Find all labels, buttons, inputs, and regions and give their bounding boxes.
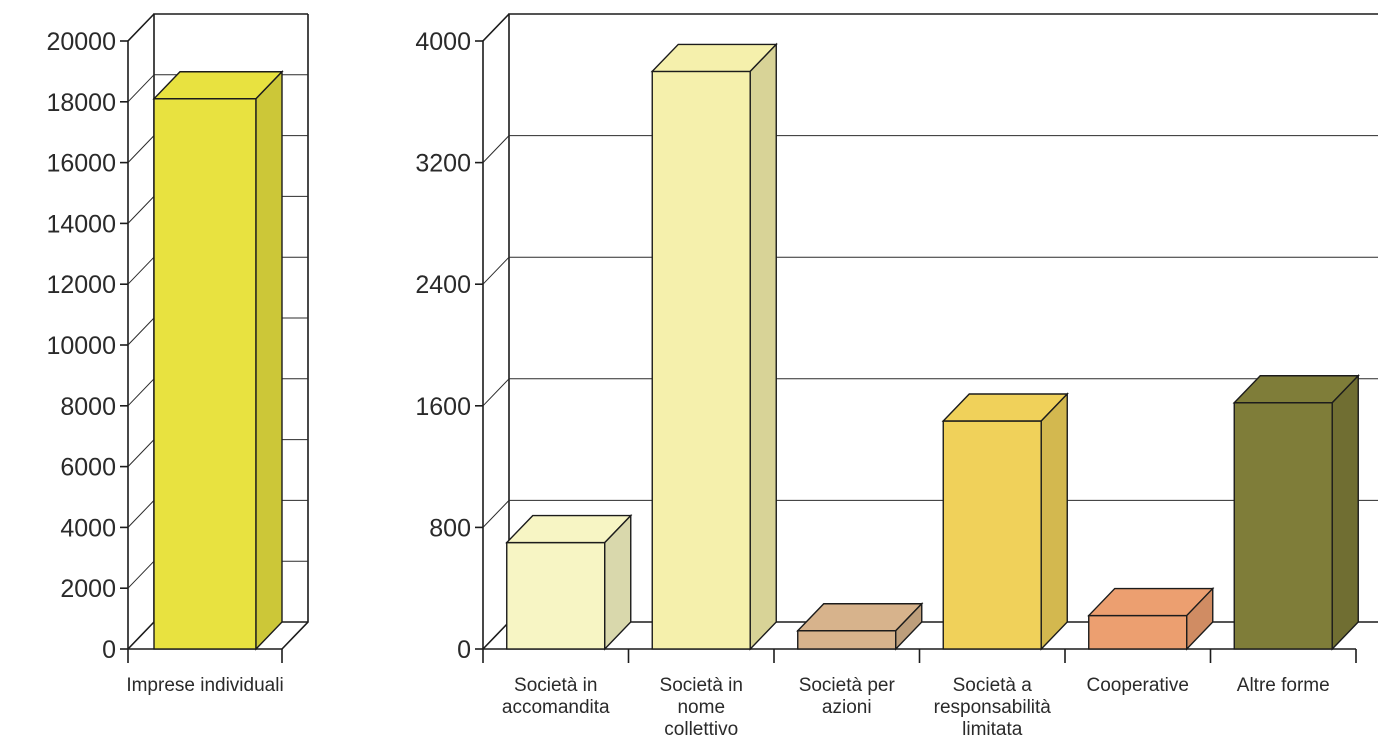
gridline-side: [127, 196, 155, 224]
y-tick-label: 0: [102, 636, 116, 664]
gridline-side: [127, 135, 155, 163]
x-category-label: accomandita: [502, 697, 610, 718]
gridline-side: [482, 135, 510, 163]
bar: [941, 392, 1069, 651]
x-category-label: nome: [677, 697, 725, 718]
y-tick-label: 8000: [60, 393, 116, 421]
bar-front: [651, 70, 751, 650]
bar-front: [942, 420, 1042, 650]
y-tick-label: 2000: [60, 575, 116, 603]
right-wall-edge: [281, 14, 309, 650]
bar-front: [797, 630, 897, 650]
chart-imprese-individuali: 0 2000 4000 6000 8000 10000 12000 14000 16000 180…: [46, 13, 309, 696]
x-category-label: Società per: [799, 675, 896, 696]
x-category-label: Altre forme: [1237, 675, 1330, 696]
bar: [152, 70, 284, 651]
bar: [1087, 586, 1215, 651]
x-category-label: limitata: [962, 719, 1023, 740]
x-category-label: responsabilità: [934, 697, 1052, 718]
y-tick-label: 3200: [415, 150, 471, 178]
gridline-side: [127, 74, 155, 103]
bar-front: [506, 541, 606, 650]
gridline-side: [482, 256, 510, 285]
y-tick-label: 16000: [46, 150, 116, 178]
gridline-side: [127, 439, 155, 467]
bar-front: [153, 98, 257, 650]
y-tick-label: 0: [457, 636, 471, 664]
x-category-label: azioni: [822, 697, 872, 718]
bar-front: [1233, 402, 1333, 650]
x-category-label: Cooperative: [1087, 675, 1189, 696]
bar-side: [1331, 374, 1359, 651]
bar: [1232, 374, 1360, 651]
x-category-label: Società in: [660, 675, 743, 696]
gridline-side: [127, 378, 155, 407]
side-wall-edge: [482, 13, 510, 649]
bar: [650, 42, 778, 651]
bar-side: [749, 42, 777, 651]
x-category-label: Società a: [953, 675, 1033, 696]
y-tick-label: 2400: [415, 271, 471, 299]
gridline-side: [482, 500, 510, 528]
y-tick-label: 4000: [60, 514, 116, 542]
x-category-label: Società in: [514, 675, 597, 696]
y-tick-label: 12000: [46, 271, 116, 299]
bar-front: [1088, 614, 1188, 650]
bar-side: [1186, 586, 1214, 651]
y-tick-label: 14000: [46, 210, 116, 238]
y-tick-label: 10000: [46, 332, 116, 360]
y-tick-label: 18000: [46, 89, 116, 117]
bar-side: [1040, 392, 1068, 651]
bar-side: [895, 602, 923, 651]
x-category-label: collettivo: [664, 719, 738, 740]
y-tick-label: 800: [429, 514, 471, 542]
y-tick-label: 6000: [60, 454, 116, 482]
bar: [796, 602, 924, 651]
y-tick-label: 1600: [415, 393, 471, 421]
gridline-side: [127, 500, 155, 528]
y-tick-label: 4000: [415, 28, 471, 56]
bar: [505, 513, 633, 651]
bar-side: [604, 513, 632, 651]
bar-side: [255, 70, 283, 651]
gridline-side: [482, 378, 510, 407]
gridline-side: [127, 317, 155, 346]
y-tick-label: 20000: [46, 28, 116, 56]
x-category-label: Imprese individuali: [126, 675, 283, 696]
gridline-side: [127, 256, 155, 285]
gridline-side: [127, 560, 155, 589]
